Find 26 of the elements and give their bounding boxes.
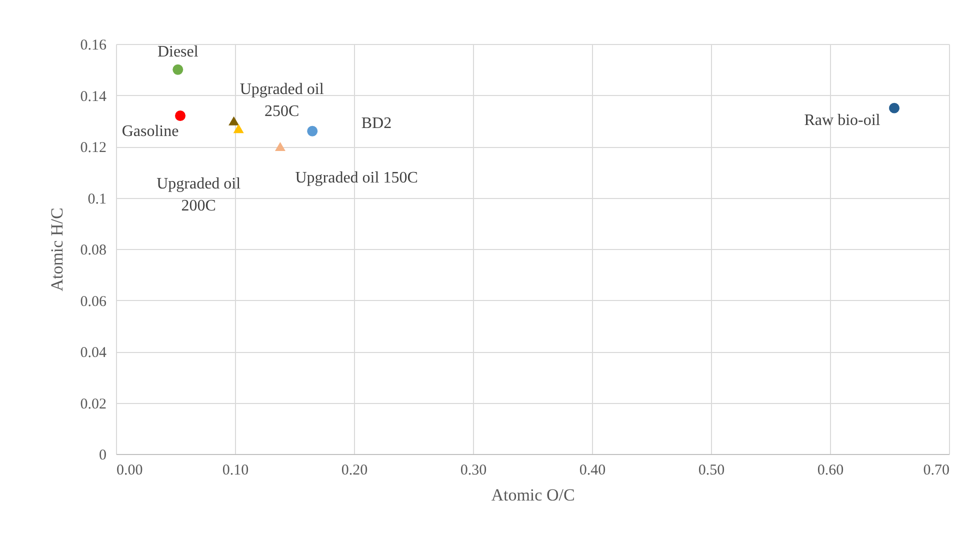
series-label: Upgraded oil 250C: [240, 80, 324, 120]
y-tick-label: 0: [99, 448, 106, 464]
y-tick-label: 0.16: [80, 38, 107, 54]
series-label: Upgraded oil 150C: [295, 170, 418, 186]
text: BD2: [361, 115, 392, 132]
y-tick-label: 0.06: [80, 294, 107, 310]
x-axis-title: Atomic O/C: [491, 486, 575, 504]
x-tick-label: 0.30: [460, 462, 487, 478]
x-tick-label: 0.20: [341, 462, 368, 478]
series-label: Diesel: [157, 44, 199, 61]
y-tick-label: 0.02: [80, 396, 106, 412]
x-tick-label: 0.00: [116, 462, 143, 478]
series-label: Gasoline: [122, 122, 179, 140]
y-axis-title: Atomic H/C: [47, 208, 66, 292]
x-tick-label: 0.60: [817, 462, 844, 478]
x-tick-label: 0.70: [923, 462, 950, 478]
series-label: Raw bio-oil: [804, 112, 881, 130]
x-tick-label: 0.10: [222, 462, 249, 478]
x-tick-label: 0.40: [579, 462, 606, 478]
y-tick-label: 0.12: [80, 140, 106, 156]
text: Upgraded oil 200C: [156, 176, 242, 215]
x-tick-label: 0.50: [698, 462, 725, 478]
y-tick-label: 0.04: [80, 345, 107, 361]
y-tick-label: 0.08: [80, 242, 106, 258]
y-tick-label: 0.1: [88, 191, 106, 208]
y-tick-label: 0.14: [80, 88, 107, 105]
